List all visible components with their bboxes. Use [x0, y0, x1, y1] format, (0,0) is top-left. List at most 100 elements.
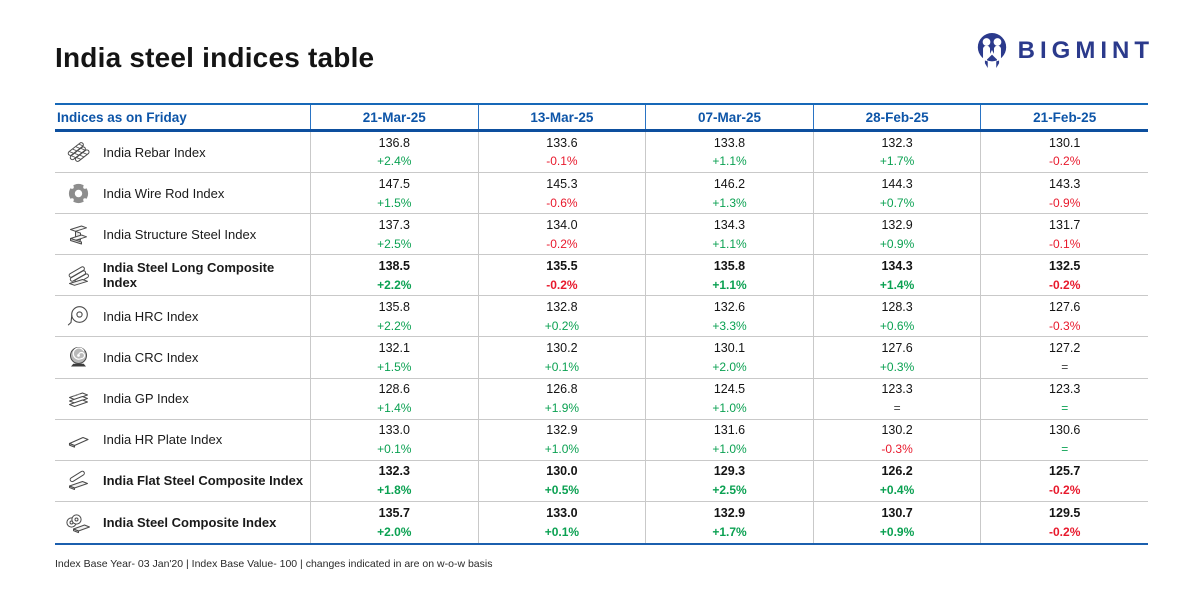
value-cell: 134.3 +1.4% [812, 255, 981, 296]
structure-steel-icon [65, 221, 92, 248]
index-value: 145.3 [546, 176, 578, 191]
index-value: 123.3 [1049, 382, 1081, 397]
table-body: India Rebar Index 136.8 +2.4% 133.6 -0.1… [55, 132, 1148, 545]
wow-change: +0.2% [544, 318, 580, 333]
value-cell: 134.3 +1.1% [645, 214, 813, 255]
value-cell: 132.1 +1.5% [310, 337, 478, 378]
wow-change: -0.1% [546, 154, 578, 169]
value-cell: 128.3 +0.6% [812, 296, 981, 337]
index-value: 138.5 [378, 258, 410, 273]
wow-change: -0.1% [1049, 236, 1081, 251]
index-value: 133.0 [546, 506, 578, 521]
table-row: India Wire Rod Index 147.5 +1.5% 145.3 -… [55, 173, 1148, 215]
row-head: India Steel Long Composite Index [55, 255, 310, 295]
index-value: 127.2 [1049, 341, 1081, 356]
value-cell: 130.0 +0.5% [477, 460, 646, 501]
row-head: India Steel Composite Index [55, 502, 310, 543]
index-value: 132.5 [1049, 258, 1081, 273]
wow-change: +0.4% [879, 483, 915, 498]
index-value: 135.8 [378, 300, 410, 315]
column-header-date-2: 13-Mar-25 [477, 105, 646, 129]
value-cell: 130.6 = [980, 419, 1148, 460]
wow-change: +0.9% [879, 524, 915, 539]
steel-composite-icon [65, 509, 92, 536]
row-head: India Flat Steel Composite Index [55, 461, 310, 501]
value-cell: 132.5 -0.2% [980, 255, 1148, 296]
wow-change: +1.1% [712, 154, 747, 169]
value-cell: 130.2 +0.1% [477, 337, 646, 378]
value-cell: 135.8 +1.1% [645, 255, 813, 296]
wow-change: +0.9% [879, 236, 915, 251]
index-value: 132.9 [546, 423, 578, 438]
value-cell: 132.6 +3.3% [645, 296, 813, 337]
wow-change: +1.5% [377, 195, 412, 210]
index-value: 130.2 [881, 423, 913, 438]
index-value: 132.1 [378, 341, 410, 356]
wow-change: +1.4% [879, 277, 915, 292]
index-name-label: India Rebar Index [103, 144, 206, 160]
value-cell: 126.8 +1.9% [477, 378, 646, 419]
value-cell: 135.8 +2.2% [310, 296, 478, 337]
value-cell: 131.7 -0.1% [980, 214, 1148, 255]
wow-change: +2.5% [712, 483, 747, 498]
wow-change: -0.2% [1049, 483, 1081, 498]
index-value: 126.8 [546, 382, 578, 397]
wow-change: +1.1% [712, 277, 747, 292]
value-cell: 137.3 +2.5% [310, 214, 478, 255]
value-cell: 132.9 +1.0% [477, 419, 646, 460]
wow-change: +0.1% [377, 442, 412, 457]
wow-change: +1.3% [712, 195, 747, 210]
table-header-row: Indices as on Friday 21-Mar-25 13-Mar-25… [55, 103, 1148, 132]
index-value: 126.2 [881, 464, 913, 479]
index-value: 130.0 [546, 464, 578, 479]
index-value: 146.2 [713, 176, 746, 191]
value-cell: 147.5 +1.5% [310, 173, 478, 214]
value-cell: 144.3 +0.7% [812, 173, 981, 214]
index-name-label: India CRC Index [103, 350, 199, 366]
index-value: 147.5 [378, 176, 410, 191]
column-header-date-5: 21-Feb-25 [980, 105, 1148, 129]
bigmint-logo-text: BIGMINT [1017, 37, 1154, 64]
index-value: 129.3 [713, 464, 746, 479]
wow-change: +1.1% [712, 236, 747, 251]
value-cell: 131.6 +1.0% [645, 419, 813, 460]
value-cell: 132.8 +0.2% [477, 296, 646, 337]
wow-change: +1.8% [377, 483, 412, 498]
wow-change: +1.0% [712, 442, 747, 457]
index-name-label: India Structure Steel Index [103, 226, 257, 242]
index-name-label: India Steel Long Composite Index [103, 260, 275, 291]
table-row: India Flat Steel Composite Index 132.3 +… [55, 460, 1148, 502]
wow-change: +2.2% [377, 277, 412, 292]
index-value: 132.6 [713, 300, 746, 315]
index-value: 134.3 [713, 217, 746, 232]
value-cell: 126.2 +0.4% [812, 460, 981, 501]
index-name-label: India Flat Steel Composite Index [103, 473, 304, 489]
wow-change: +1.7% [879, 154, 915, 169]
value-cell: 127.2 = [980, 337, 1148, 378]
value-cell: 130.1 -0.2% [980, 132, 1148, 173]
index-value: 143.3 [1049, 176, 1081, 191]
table-row: India Rebar Index 136.8 +2.4% 133.6 -0.1… [55, 132, 1148, 174]
hrc-coil-icon [65, 303, 92, 330]
flat-steel-composite-icon [65, 467, 92, 494]
gp-sheets-icon [65, 385, 92, 412]
column-header-date-3: 07-Mar-25 [645, 105, 813, 129]
table-row: India Steel Composite Index 135.7 +2.0% … [55, 501, 1148, 543]
wow-change: -0.2% [1049, 277, 1081, 292]
wow-change: +1.0% [544, 442, 580, 457]
wow-change: +2.4% [377, 154, 412, 169]
row-head: India Structure Steel Index [55, 214, 310, 254]
wow-change: +0.3% [879, 359, 915, 374]
index-name-label: India HRC Index [103, 308, 199, 324]
table-row: India GP Index 128.6 +1.4% 126.8 +1.9% 1… [55, 378, 1148, 420]
bigmint-logo-icon [975, 32, 1009, 70]
index-value: 130.1 [713, 341, 746, 356]
row-head: India Wire Rod Index [55, 173, 310, 213]
index-value: 131.7 [1049, 217, 1081, 232]
wow-change: +0.5% [544, 483, 580, 498]
value-cell: 138.5 +2.2% [310, 255, 478, 296]
row-head: India HR Plate Index [55, 420, 310, 460]
value-cell: 132.9 +1.7% [645, 501, 813, 543]
index-value: 133.6 [546, 135, 578, 150]
index-value: 130.6 [1049, 423, 1081, 438]
